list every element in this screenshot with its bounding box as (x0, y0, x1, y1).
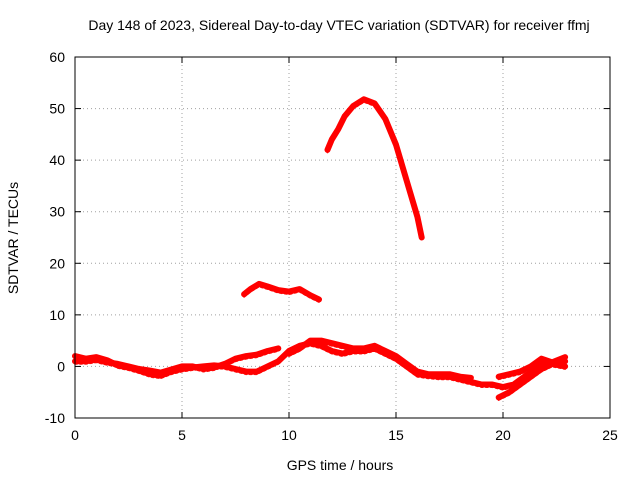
series-scatter-mid-arc (243, 285, 320, 303)
series-scatter-baseline-a (74, 344, 567, 391)
series-line-mid-arc (241, 280, 322, 303)
series-scatter-baseline-b (74, 349, 280, 377)
ticks: 0 5 10 15 20 25 -10 0 10 20 30 40 50 60 (45, 49, 618, 443)
chart-title: Day 148 of 2023, Sidereal Day-to-day VTE… (88, 17, 589, 33)
x-tick-label: 25 (602, 427, 618, 443)
series-scatter-baseline-d (497, 365, 567, 401)
x-tick-label: 15 (388, 427, 404, 443)
series-line-baseline-b (72, 345, 282, 376)
series-scatter-baseline-c (288, 342, 472, 382)
x-tick-label: 5 (178, 427, 186, 443)
x-axis-label: GPS time / hours (287, 457, 394, 473)
series-line-high-arc (324, 96, 425, 241)
grid (75, 57, 610, 418)
series-scatter-high-arc (326, 100, 423, 241)
plot-frame (74, 56, 611, 419)
y-tick-label: 40 (49, 152, 65, 168)
series-line-baseline-c (286, 337, 474, 381)
y-tick-label: 30 (49, 204, 65, 220)
y-tick-label: 60 (49, 49, 65, 65)
y-tick-label: 0 (57, 358, 65, 374)
series-layer (72, 96, 569, 401)
x-tick-label: 20 (495, 427, 511, 443)
x-tick-label: 0 (71, 427, 79, 443)
y-tick-label: 20 (49, 255, 65, 271)
y-tick-label: -10 (45, 410, 65, 426)
y-tick-label: 10 (49, 307, 65, 323)
y-tick-label: 50 (49, 101, 65, 117)
x-tick-label: 10 (281, 427, 297, 443)
series-scatter-baseline-e (497, 358, 567, 381)
series-line-baseline-e (495, 354, 569, 380)
y-axis-label: SDTVAR / TECUs (5, 182, 21, 294)
series-line-baseline-a (72, 340, 569, 391)
